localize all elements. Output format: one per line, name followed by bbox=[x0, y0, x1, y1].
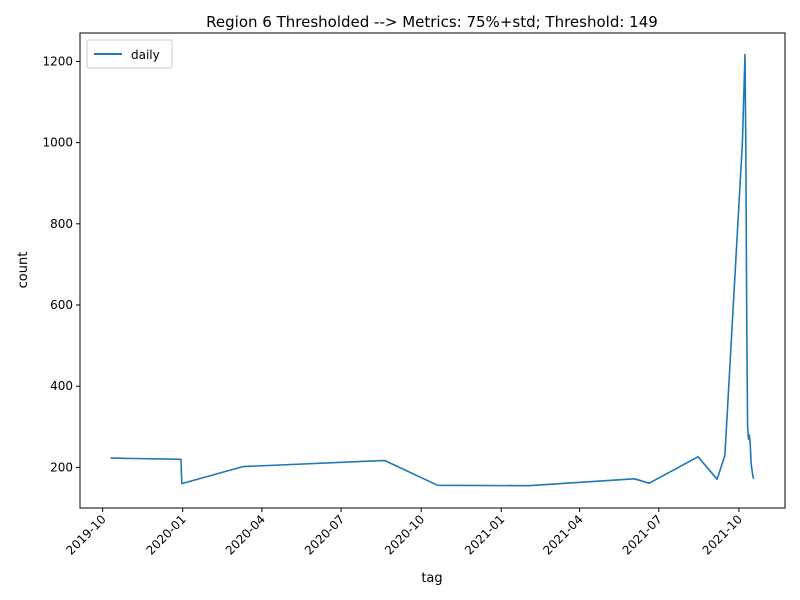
y-tick-label: 1000 bbox=[42, 136, 73, 150]
series-line-daily bbox=[110, 53, 755, 487]
plot-area bbox=[79, 32, 786, 509]
y-tick-label: 600 bbox=[50, 298, 73, 312]
series-layer bbox=[110, 53, 755, 487]
y-tick-label: 200 bbox=[50, 460, 73, 474]
x-axis-label: tag bbox=[421, 571, 442, 586]
legend: daily bbox=[86, 39, 173, 69]
y-tick-label: 400 bbox=[50, 379, 73, 393]
chart-title: Region 6 Thresholded --> Metrics: 75%+st… bbox=[206, 13, 658, 31]
y-axis: 200 400 600 800 1000 1200 bbox=[42, 54, 80, 474]
legend-label-daily: daily bbox=[131, 48, 160, 62]
legend-box bbox=[86, 39, 173, 69]
y-tick-label: 1200 bbox=[42, 54, 73, 68]
plot-frame bbox=[79, 32, 786, 509]
y-tick-label: 800 bbox=[50, 217, 73, 231]
y-axis-label: count bbox=[16, 252, 31, 289]
